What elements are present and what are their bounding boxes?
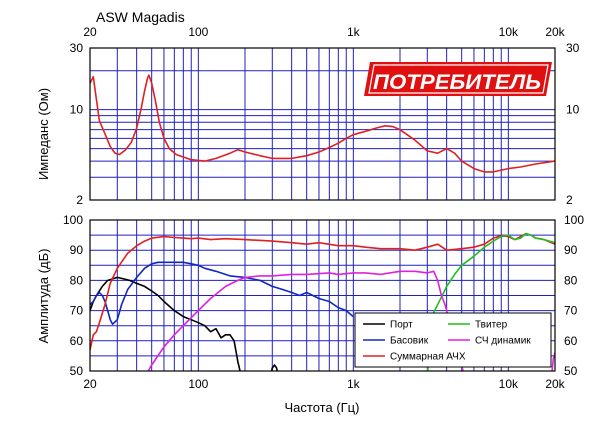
port-line [270,364,279,371]
amplitude-ticks: 50 50 60 60 70 70 80 80 90 90 100 100 [63,213,584,378]
logo-text: ПОТРЕБИТЕЛЬ [373,71,541,94]
y-tick-label-right: 50 [564,364,578,378]
y-tick-label-left: 50 [70,364,84,378]
x-tick-label: 20 [83,377,97,391]
frequency-ticks: 20 100 1k 10k 20k [83,377,565,391]
x-tick-label: 1k [347,25,361,39]
midrange-line [147,270,464,371]
impedance-axis-label: Импеданс (Ом) [36,88,51,180]
impedance-plot-frame [89,47,556,201]
y-tick-label-right: 2 [566,193,573,207]
impedance-ticks: 2 2 10 10 30 30 [70,41,580,207]
y-tick-label-left: 60 [70,334,84,348]
x-tick-label: 20k [545,377,565,391]
impedance-series [90,74,555,173]
y-tick-label-left: 70 [70,304,84,318]
amplitude-axis-label: Амплитуда (дБ) [36,249,51,344]
chart-title: ASW Magadis [96,9,185,25]
y-tick-label-left: 10 [70,103,84,117]
amplitude-plot-frame [89,219,556,372]
y-tick-label-left: 80 [70,273,84,287]
top-frequency-ticks: 20 100 1k 10k 20k [83,25,565,39]
y-tick-label-left: 100 [63,213,83,227]
amplitude-series [90,232,555,371]
y-tick-label-right: 90 [564,243,578,257]
potrebitel-logo: ПОТРЕБИТЕЛЬ [364,62,552,96]
y-tick-label-left: 90 [70,243,84,257]
y-tick-label-right: 70 [564,304,578,318]
legend: Порт Твитер Басовик СЧ динамик Суммарная АЧХ [354,312,552,368]
legend-label-midrange: СЧ динамик [475,336,531,347]
y-tick-label-right: 30 [566,41,580,55]
legend-label-total-response: Суммарная АЧХ [390,352,466,363]
impedance-line [90,74,555,173]
x-tick-label: 100 [188,377,208,391]
woofer-line [90,261,354,325]
legend-label-port: Порт [390,320,413,331]
legend-label-woofer: Басовик [390,336,429,347]
frequency-axis-label: Частота (Гц) [285,400,360,415]
x-tick-label: 10k [499,377,519,391]
x-tick-label: 20k [545,25,565,39]
y-tick-label-left: 2 [76,193,83,207]
x-tick-label: 1k [347,377,361,391]
y-tick-label-left: 30 [70,41,84,55]
y-tick-label-right: 100 [564,213,584,227]
y-tick-label-right: 60 [564,334,578,348]
x-tick-label: 10k [499,25,519,39]
impedance-grid [90,48,555,200]
y-tick-label-right: 80 [564,273,578,287]
x-tick-label: 20 [83,25,97,39]
y-tick-label-right: 10 [566,103,580,117]
port-line [90,276,241,371]
legend-label-tweeter: Твитер [475,320,508,331]
x-tick-label: 100 [188,25,208,39]
tweeter-line [426,232,555,371]
